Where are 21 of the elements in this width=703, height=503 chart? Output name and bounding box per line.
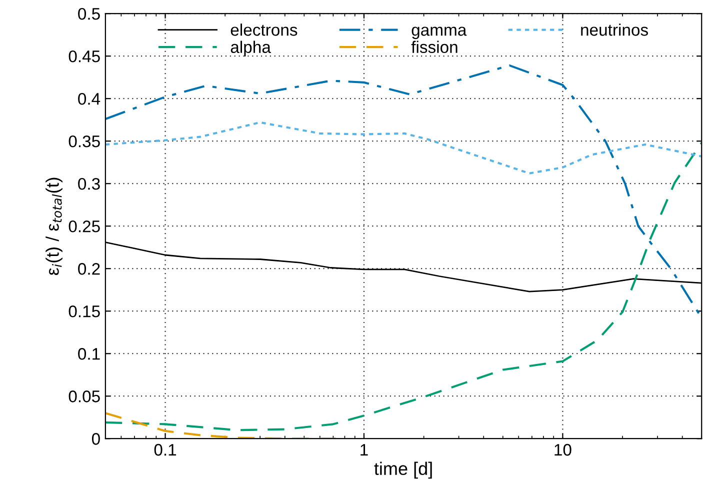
y-tick-label: 0.35 [68,135,100,148]
y-tick-label: 0.25 [68,220,100,232]
legend-label: alpha [230,40,271,56]
y-tick-label: 0.45 [68,50,100,62]
y-tick-label: 0.2 [78,263,100,275]
y-tick-label: 0.05 [68,390,100,402]
y-tick-label: 0 [92,433,100,445]
x-axis-title: time [d] [374,462,432,479]
legend-label: neutrinos [581,24,648,36]
y-tick-label: 0.5 [78,8,100,20]
x-tick-label: 1 [360,444,368,456]
y-axis-title: ε$_{i}$(t) / ε$_{total}$(t) [46,178,62,276]
legend-label: fission [411,40,458,54]
y-tick-label: 0.1 [78,348,100,360]
x-tick-label: 0.1 [154,444,176,456]
y-tick-label: 0.15 [68,306,100,318]
legend-label: gamma [412,26,467,40]
legend-label: electrons [230,24,298,36]
y-tick-label: 0.4 [78,92,100,105]
x-tick-label: 10 [554,444,572,456]
y-tick-label: 0.3 [78,178,100,190]
